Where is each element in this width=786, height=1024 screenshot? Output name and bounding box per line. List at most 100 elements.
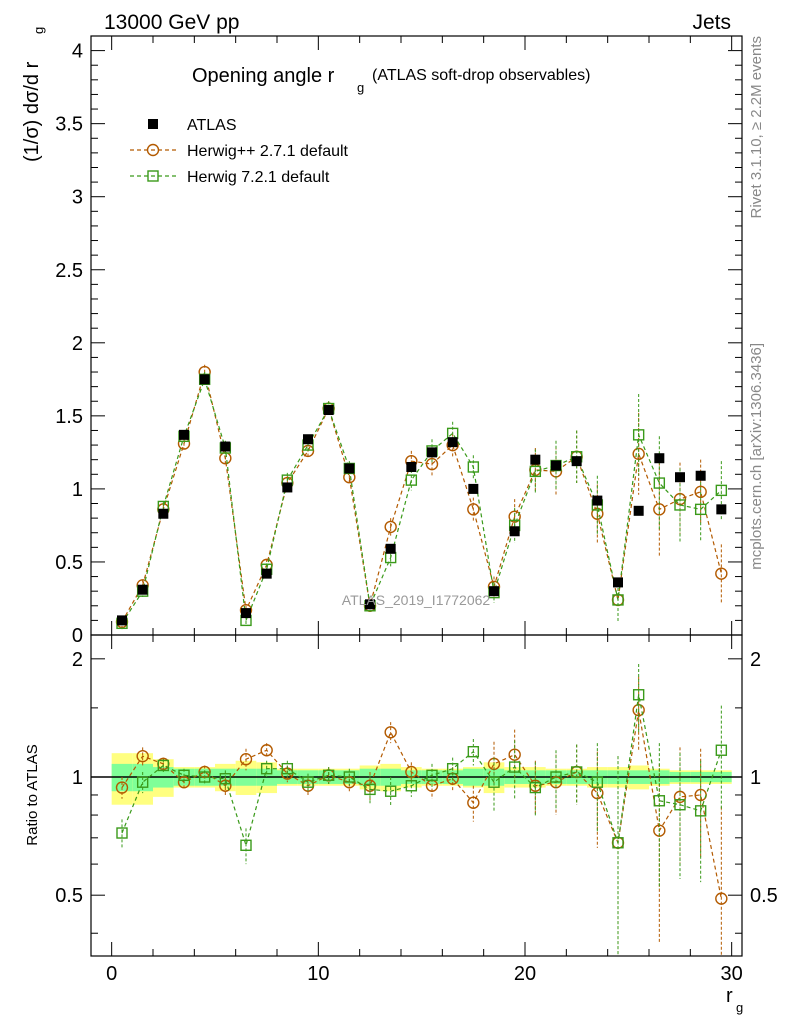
ratio-point xyxy=(136,776,149,788)
rivet-label: Rivet 3.1.10, ≥ 2.2M events xyxy=(748,36,765,219)
ratio-point xyxy=(694,805,707,817)
data-point xyxy=(592,495,603,506)
ratio-point xyxy=(632,689,645,701)
legend: ATLAS Herwig++ 2.7.1 default Herwig 7.2.1 … xyxy=(130,117,349,186)
ratio-point xyxy=(405,780,418,792)
ratio-point xyxy=(653,795,666,807)
ratio-point xyxy=(550,771,562,783)
data-point xyxy=(158,508,169,519)
ratio-point xyxy=(508,748,521,761)
ratio-line-1 xyxy=(121,710,722,899)
xtick-label: 30 xyxy=(721,963,743,985)
ratio-point xyxy=(136,749,149,763)
ratio-point xyxy=(384,785,397,797)
series-point xyxy=(425,457,439,471)
series-point xyxy=(715,484,728,497)
data-point xyxy=(365,599,375,610)
watermark: ATLAS_2019_I1772062 xyxy=(342,592,491,608)
data-point xyxy=(468,483,479,494)
ratio-point xyxy=(260,762,273,775)
chart-title-main: Opening angle r xyxy=(192,65,335,87)
data-point xyxy=(551,460,561,471)
ratio-point xyxy=(570,766,583,778)
data-point xyxy=(447,437,458,448)
series-point xyxy=(529,465,542,478)
upper-ytick-label: 3 xyxy=(72,187,83,209)
upper-ytick-label: 2.5 xyxy=(55,260,83,282)
series-point xyxy=(694,503,707,516)
data-point xyxy=(695,470,706,481)
chart-title-suffix: (ATLAS soft-drop observables) xyxy=(372,67,590,84)
series-point xyxy=(467,503,480,516)
data-point xyxy=(137,584,148,595)
ratio-point xyxy=(364,783,376,796)
ratio-point xyxy=(260,744,273,757)
ratio-point xyxy=(384,726,397,739)
data-point xyxy=(633,505,644,516)
ratio-point xyxy=(115,781,129,794)
energy-label: 13000 GeV pp xyxy=(104,11,239,34)
ratio-point xyxy=(467,796,480,809)
ratio-point xyxy=(116,827,128,839)
ratio-point xyxy=(240,839,252,851)
ratio-point xyxy=(219,773,232,785)
upper-ytick-label: 0 xyxy=(72,625,83,647)
lower-ytick-label-right: 0.5 xyxy=(750,885,778,907)
data-point xyxy=(199,374,210,385)
mcplots-label: mcplots.cern.ch [arXiv:1306.3436] xyxy=(748,343,765,570)
xlabel-sub: g xyxy=(736,1000,743,1015)
ratio-point xyxy=(674,799,686,811)
lower-ylabel: Ratio to ATLAS xyxy=(24,744,41,845)
ratio-point xyxy=(178,769,190,782)
series-point xyxy=(508,510,521,523)
chart-title: Opening angle r xyxy=(192,65,335,87)
ratio-point xyxy=(177,776,191,789)
xtick-label: 20 xyxy=(514,963,536,985)
legend-marker xyxy=(147,170,159,182)
lower-ytick-label-right: 1 xyxy=(750,767,761,789)
upper-panel-axes: 0 0.5 1 1.5 2 2.5 3 3.5 4 xyxy=(55,35,743,647)
ratio-point xyxy=(673,790,687,804)
data-point xyxy=(406,461,417,472)
xtick-label: 0 xyxy=(106,963,117,985)
legend-label: ATLAS xyxy=(187,117,237,134)
legend-label: Herwig++ 2.7.1 default xyxy=(187,143,349,160)
data-point xyxy=(282,482,293,493)
upper-ytick-label: 4 xyxy=(72,41,83,63)
ratio-point xyxy=(343,771,356,783)
data-point xyxy=(530,454,541,465)
ratio-point xyxy=(488,776,500,788)
legend-marker xyxy=(146,143,160,157)
data-point xyxy=(385,543,396,554)
ratio-point xyxy=(467,746,480,758)
chart-title-sub: g xyxy=(357,80,364,95)
series-point xyxy=(467,461,480,473)
data-point xyxy=(303,434,313,445)
upper-ytick-label: 2 xyxy=(72,333,83,355)
series-point xyxy=(405,474,418,486)
lower-panel-marks xyxy=(91,664,742,956)
upper-ytick-label: 0.5 xyxy=(55,552,83,574)
series-point xyxy=(384,520,397,534)
data-point xyxy=(571,456,582,467)
lower-ytick-label: 0.5 xyxy=(55,885,83,907)
ratio-point xyxy=(426,769,438,782)
series-point xyxy=(674,499,686,511)
ratio-point xyxy=(591,776,604,788)
data-point xyxy=(261,568,272,579)
upper-ylabel: (1/σ) dσ/d r xyxy=(21,61,43,162)
upper-panel-marks xyxy=(115,364,728,630)
lower-panel-axes: 0 10 20 30 0.5 0.5 1 1 2 2 xyxy=(55,634,778,985)
ratio-point xyxy=(157,759,170,772)
data-point xyxy=(716,504,727,515)
lower-frame xyxy=(90,634,743,957)
data-point xyxy=(654,453,665,464)
ratio-point xyxy=(198,771,211,783)
xlabel: r xyxy=(726,985,733,1007)
data-point xyxy=(509,526,520,537)
lower-ytick-label: 2 xyxy=(72,649,83,671)
data-point xyxy=(323,405,334,416)
ratio-point xyxy=(322,769,335,782)
data-point xyxy=(675,472,685,483)
data-point xyxy=(220,441,231,452)
